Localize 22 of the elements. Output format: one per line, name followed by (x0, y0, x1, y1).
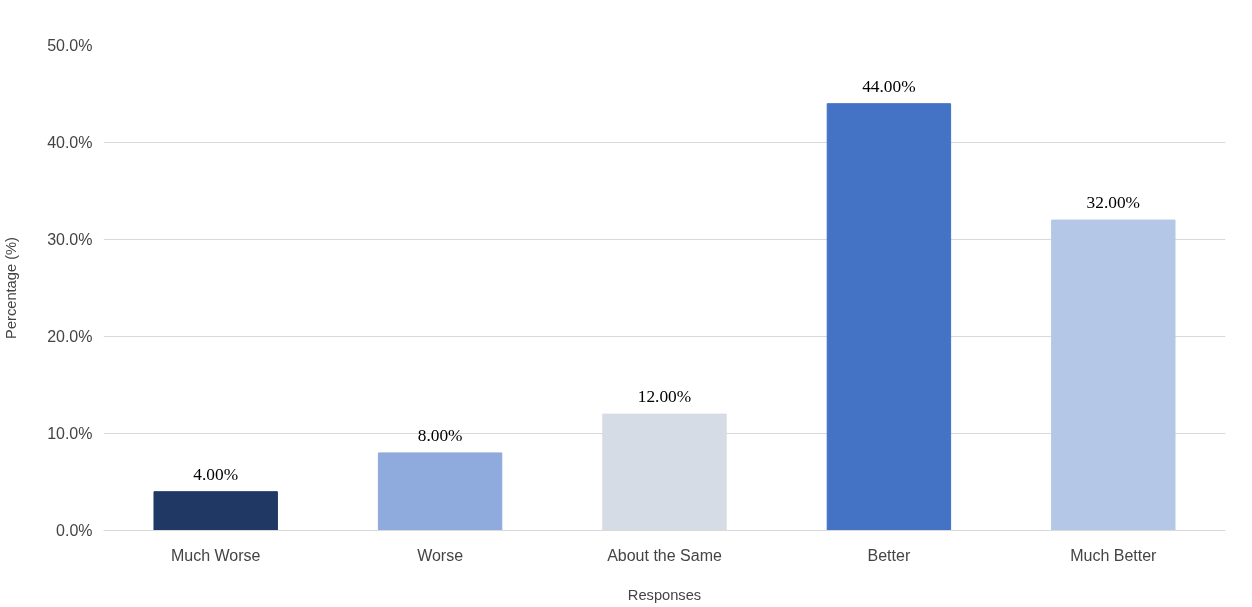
data-label: 8.00% (417, 425, 463, 445)
y-axis-title: Percentage (%) (3, 237, 20, 339)
data-label: 12.00% (637, 387, 692, 407)
bar (826, 103, 952, 531)
y-tick-label: 20.0% (47, 328, 93, 345)
y-tick-label: 40.0% (47, 134, 93, 151)
x-tick-label: Much Worse (170, 546, 261, 564)
data-label: 32.00% (1086, 193, 1141, 213)
x-tick-label: Worse (417, 546, 464, 564)
y-tick-label: 0.0% (56, 522, 93, 539)
data-label: 44.00% (862, 76, 916, 96)
y-tick-label: 50.0% (47, 37, 93, 54)
x-axis-title: Responses (627, 586, 702, 603)
bar (1051, 219, 1176, 531)
x-tick-label: About the Same (607, 546, 722, 564)
y-tick-label: 30.0% (47, 231, 93, 248)
bar (377, 452, 503, 531)
data-label: 4.00% (193, 464, 239, 484)
bar (153, 491, 278, 531)
y-tick-label: 10.0% (47, 425, 93, 442)
x-tick-label: Much Better (1070, 546, 1158, 564)
x-tick-label: Better (867, 546, 911, 564)
